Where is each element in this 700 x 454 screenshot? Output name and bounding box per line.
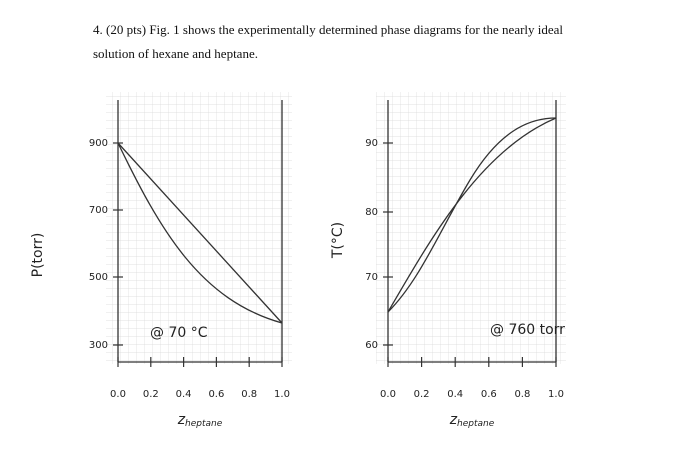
y-axis-label: T(°C) — [330, 222, 346, 259]
figure-1-lines — [117, 100, 283, 363]
x-tick-label: 0.2 — [143, 389, 159, 400]
y-tick-label: 700 — [89, 205, 108, 216]
x-tick-label: 0.8 — [241, 389, 257, 400]
x-tick-label: 0.6 — [208, 389, 224, 400]
y-axis-label: P(torr) — [30, 233, 46, 278]
y-tick-label: 80 — [365, 207, 378, 218]
figure-2-lines — [387, 100, 557, 363]
grid-paper — [376, 92, 566, 364]
x-tick-label: 0.0 — [380, 389, 396, 400]
x-tick-label: 0.8 — [514, 389, 530, 400]
x-axis-label-sub: heptane — [457, 419, 495, 429]
y-tick-label: 60 — [365, 340, 378, 351]
x-axis-label: zheptane — [177, 412, 223, 429]
annotation: @ 70 °C — [150, 325, 208, 341]
y-tick-label: 70 — [365, 272, 378, 283]
annotation: @ 760 torr — [490, 322, 565, 338]
x-axis-label-main: z — [177, 412, 186, 428]
x-axis-label-main: z — [449, 412, 458, 428]
x-tick-label: 0.0 — [110, 389, 126, 400]
x-axis-label: zheptane — [449, 412, 495, 429]
grid-paper — [106, 92, 292, 364]
y-tick-label: 90 — [365, 138, 378, 149]
x-tick-label: 1.0 — [274, 389, 290, 400]
x-tick-label: 0.2 — [414, 389, 430, 400]
problem-line: 4. (20 pts) Fig. 1 shows the experimenta… — [93, 22, 563, 37]
x-tick-label: 0.4 — [447, 389, 463, 400]
x-axis-label-sub: heptane — [185, 419, 223, 429]
problem-line: solution of hexane and heptane. — [93, 46, 258, 61]
x-tick-label: 0.4 — [176, 389, 192, 400]
x-tick-label: 1.0 — [548, 389, 564, 400]
y-tick-label: 900 — [89, 138, 108, 149]
y-tick-label: 300 — [89, 340, 108, 351]
x-tick-label: 0.6 — [481, 389, 497, 400]
y-tick-label: 500 — [89, 272, 108, 283]
